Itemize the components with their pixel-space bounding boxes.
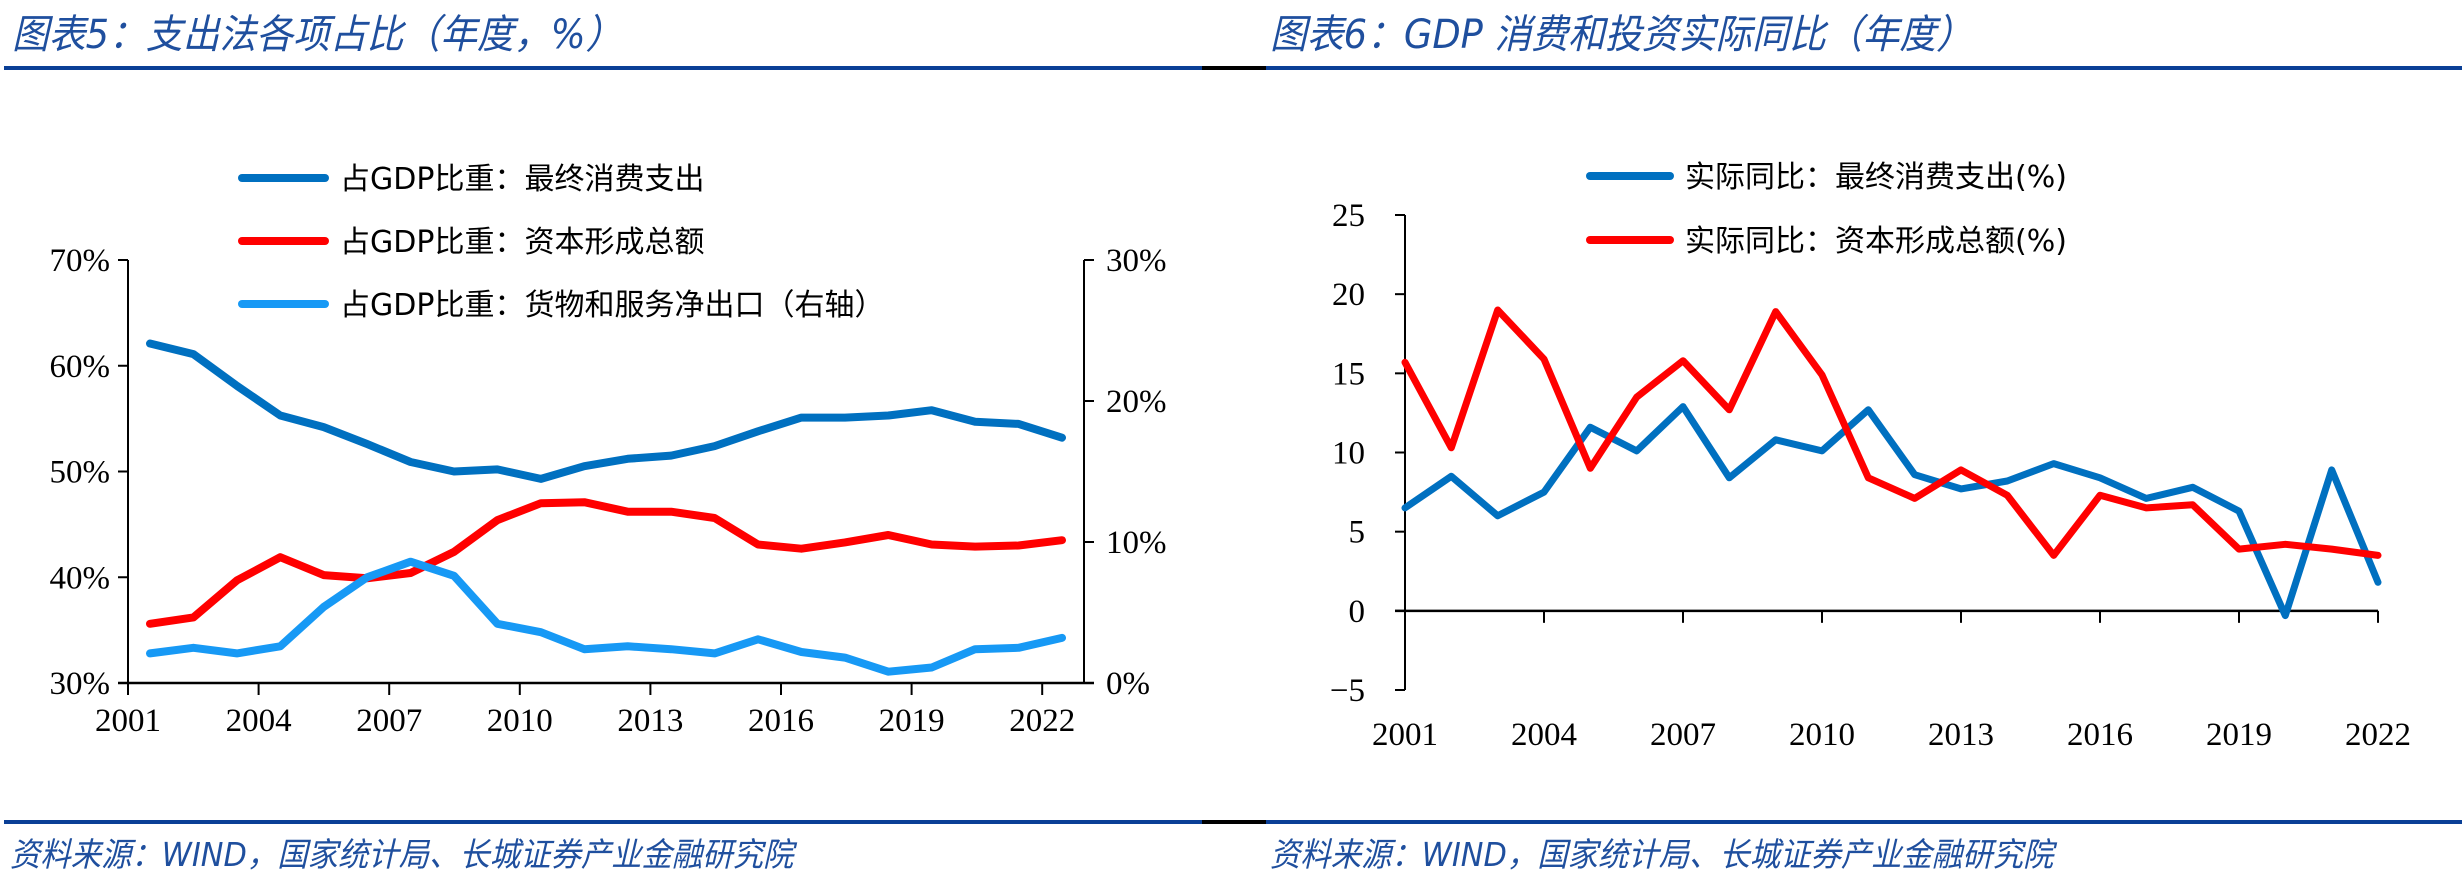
chart2-x-tick-label: 2013 <box>1928 717 1994 753</box>
chart2-series-line-1 <box>1405 310 2378 555</box>
chart1-legend-label: 占GDP比重：资本形成总额 <box>340 225 704 260</box>
chart1-series-line-0 <box>150 344 1062 479</box>
chart2-x-tick-label: 2022 <box>2345 717 2411 753</box>
chart1-x-tick-label: 2016 <box>748 703 814 739</box>
chart1-legend-label: 占GDP比重：货物和服务净出口（右轴） <box>340 288 884 323</box>
chart1-x-tick-label: 2010 <box>487 703 553 739</box>
chart1-left-tick-label: 60% <box>50 349 111 385</box>
chart1-left-tick-label: 40% <box>50 560 111 596</box>
chart2-legend-label: 实际同比：资本形成总额(%) <box>1685 224 2067 259</box>
chart2-y-tick-label: 25 <box>1332 198 1365 234</box>
chart2-y-tick-label: 15 <box>1332 356 1365 392</box>
chart1-right-tick-label: 0% <box>1106 666 1150 702</box>
chart1-x-tick-label: 2007 <box>356 703 422 739</box>
chart1-left-tick-label: 30% <box>50 666 111 702</box>
chart1-series-line-1 <box>150 502 1062 624</box>
chart1-right-tick-label: 20% <box>1106 384 1167 420</box>
chart1-x-tick-label: 2004 <box>226 703 292 739</box>
chart1-left-tick-label: 50% <box>50 455 111 491</box>
chart2-y-tick-label: 10 <box>1332 436 1365 472</box>
chart2-y-tick-label: 5 <box>1349 515 1366 551</box>
chart1-left-tick-label: 70% <box>50 243 111 279</box>
chart2-series-line-0 <box>1405 407 2378 616</box>
chart2-x-tick-label: 2016 <box>2067 717 2133 753</box>
chart2-x-tick-label: 2004 <box>1511 717 1577 753</box>
chart2-x-tick-label: 2001 <box>1372 717 1438 753</box>
chart1-x-tick-label: 2022 <box>1009 703 1075 739</box>
chart1-series-line-2 <box>150 562 1062 672</box>
chart2-x-tick-label: 2010 <box>1789 717 1855 753</box>
chart1-right-tick-label: 10% <box>1106 525 1167 561</box>
chart2-y-tick-label: −5 <box>1330 673 1365 709</box>
chart2-legend-label: 实际同比：最终消费支出(%) <box>1685 160 2067 195</box>
chart2-y-tick-label: 0 <box>1349 594 1366 630</box>
chart1-x-tick-label: 2019 <box>879 703 945 739</box>
chart1-x-tick-label: 2013 <box>617 703 683 739</box>
chart1-x-tick-label: 2001 <box>95 703 161 739</box>
chart2-x-tick-label: 2019 <box>2206 717 2272 753</box>
chart1-right-tick-label: 30% <box>1106 243 1167 279</box>
chart2-x-tick-label: 2007 <box>1650 717 1716 753</box>
chart2-y-tick-label: 20 <box>1332 277 1365 313</box>
chart1-legend-label: 占GDP比重：最终消费支出 <box>340 162 704 197</box>
